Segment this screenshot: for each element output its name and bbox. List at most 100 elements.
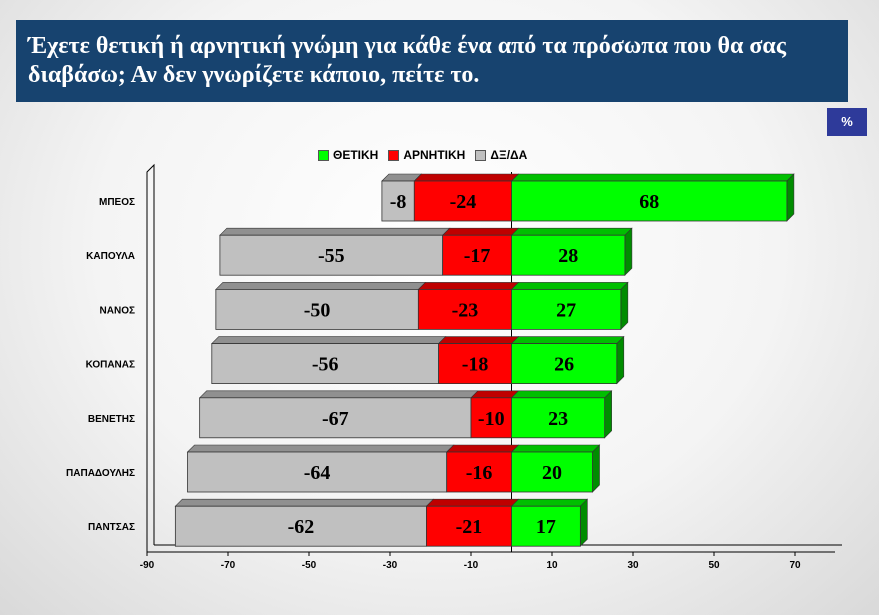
bar-negative <box>426 505 512 547</box>
bar-positive-side <box>604 390 612 439</box>
bar-positive-label: 20 <box>542 462 562 484</box>
bar-positive-side <box>592 444 600 493</box>
legend-label-positive: ΘΕΤΙΚΗ <box>333 148 379 162</box>
bar-positive-top <box>510 498 589 507</box>
x-tick-label: 30 <box>627 560 639 571</box>
bar-positive <box>511 343 618 385</box>
bar-negative-top <box>417 282 520 290</box>
bar-positive-top <box>510 336 625 344</box>
percent-badge: % <box>827 108 867 136</box>
bar-positive <box>511 288 622 330</box>
bar-negative-label: -23 <box>452 299 479 321</box>
bar-dkna <box>199 397 472 439</box>
bar-positive-label: 26 <box>554 354 574 376</box>
bar-dkna <box>187 451 448 493</box>
x-tick-label: -50 <box>302 560 317 571</box>
bar-negative <box>470 397 512 439</box>
bar-positive-top <box>510 444 601 453</box>
bar-negative-top <box>437 336 520 344</box>
question-title: Έχετε θετική ή αρνητική γνώμη για κάθε έ… <box>28 33 786 88</box>
bar-negative <box>417 288 512 330</box>
category-label: ΜΠΕΟΣ <box>99 197 135 208</box>
bar-negative-label: -10 <box>478 408 505 430</box>
bar-negative-top <box>441 227 520 236</box>
chart-legend: ΘΕΤΙΚΗ ΑΡΝΗΤΙΚΗ ΔΞ/ΔΑ <box>318 148 527 162</box>
bar-dkna-top <box>219 227 451 236</box>
x-tick-label: 10 <box>546 560 558 571</box>
bar-positive-side <box>624 227 633 276</box>
bar-negative-top <box>470 390 520 399</box>
bar-positive-top <box>510 227 633 236</box>
category-label: ΚΟΠΑΝΑΣ <box>86 360 135 371</box>
bar-dkna-label: -62 <box>288 516 315 538</box>
bar-negative-label: -18 <box>462 354 489 376</box>
bar-positive-side <box>616 335 625 385</box>
bar-dkna-top <box>186 444 455 453</box>
bar-dkna-top <box>198 390 479 399</box>
chart-back-wall <box>146 163 155 552</box>
bar-dkna <box>174 505 427 547</box>
question-header: Έχετε θετική ή αρνητική γνώμη για κάθε έ… <box>16 20 848 102</box>
bar-negative-label: -16 <box>466 462 493 484</box>
bar-dkna-label: -64 <box>304 462 331 484</box>
legend-label-dkna: ΔΞ/ΔΑ <box>490 148 528 162</box>
bar-negative-top <box>445 444 520 453</box>
bar-positive-label: 68 <box>639 191 659 213</box>
bar-dkna <box>381 180 415 222</box>
bar-positive <box>511 397 606 439</box>
bar-positive-side <box>580 498 588 547</box>
bar-dkna-top <box>211 336 447 344</box>
legend-item-dkna: ΔΞ/ΔΑ <box>475 148 527 162</box>
bar-positive-label: 28 <box>558 245 578 267</box>
x-tick-label: 70 <box>789 560 801 571</box>
bar-dkna-label: -50 <box>304 299 331 321</box>
category-label: ΠΑΠΑΔΟΥΛΗΣ <box>66 468 135 479</box>
bar-dkna <box>219 234 444 276</box>
category-label: ΚΑΠΟΥΛΑ <box>86 251 135 262</box>
bar-negative-label: -17 <box>464 245 491 267</box>
legend-swatch-dkna <box>475 149 487 161</box>
bar-dkna-top <box>215 282 427 290</box>
legend-swatch-negative <box>388 149 400 161</box>
bar-positive-side <box>786 173 795 222</box>
bar-dkna-label: -67 <box>322 408 349 430</box>
bar-negative <box>438 343 512 385</box>
bar-positive-top <box>510 173 795 182</box>
bar-negative-label: -21 <box>456 516 483 538</box>
bar-positive-label: 23 <box>548 408 568 430</box>
bar-positive <box>511 451 593 493</box>
legend-item-negative: ΑΡΝΗΤΙΚΗ <box>388 148 465 162</box>
legend-swatch-positive <box>318 149 329 161</box>
x-tick-label: -30 <box>383 560 398 571</box>
bar-positive-side <box>620 281 629 331</box>
bar-positive <box>511 234 626 276</box>
x-tick-label: -10 <box>464 560 479 571</box>
bar-positive-top <box>510 282 629 290</box>
bar-positive-label: 17 <box>536 516 556 538</box>
bar-positive-top <box>510 390 613 399</box>
bar-negative-top <box>413 173 520 182</box>
bar-negative-label: -24 <box>450 191 477 213</box>
percent-label: % <box>841 114 853 129</box>
bar-positive-label: 27 <box>556 299 576 321</box>
bar-positive <box>511 505 581 547</box>
bar-dkna-top <box>174 498 435 507</box>
category-label: ΝΑΝΟΣ <box>100 305 135 316</box>
legend-label-negative: ΑΡΝΗΤΙΚΗ <box>403 148 466 162</box>
bar-dkna <box>215 288 419 330</box>
bar-dkna-label: -55 <box>318 245 345 267</box>
legend-item-positive: ΘΕΤΙΚΗ <box>318 148 378 162</box>
x-tick-label: 50 <box>708 560 720 571</box>
bar-dkna-label: -56 <box>312 354 339 376</box>
x-tick-label: -70 <box>221 560 236 571</box>
bar-negative <box>446 451 512 493</box>
bar-positive <box>511 180 788 222</box>
bar-negative <box>442 234 512 276</box>
category-label: ΠΑΝΤΣΑΣ <box>88 522 135 533</box>
bar-dkna-label: -8 <box>390 191 407 213</box>
bar-dkna <box>211 343 440 385</box>
bar-negative-top <box>425 498 520 507</box>
category-label: ΒΕΝΕΤΗΣ <box>88 414 135 425</box>
x-tick-label: -90 <box>140 560 155 571</box>
